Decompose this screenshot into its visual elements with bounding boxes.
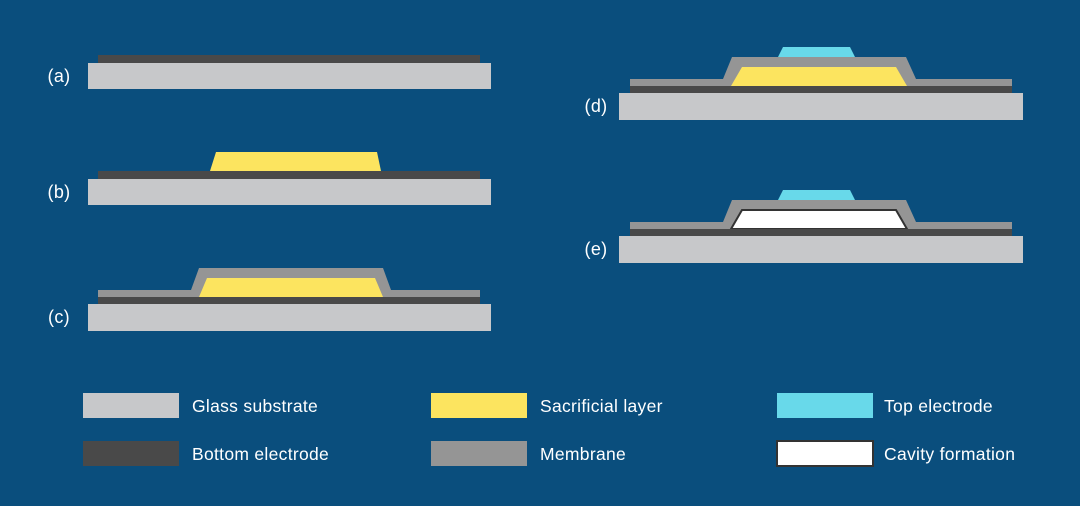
panel-c-label: (c) — [48, 307, 70, 327]
legend-item-bottom-electrode: Bottom electrode — [83, 441, 329, 466]
panel-e-bottom-electrode — [630, 229, 1012, 236]
panel-b: (b) — [48, 152, 491, 205]
panel-e-top-electrode — [778, 190, 855, 200]
panel-a-label: (a) — [48, 66, 71, 86]
legend-swatch-cavity-formation — [776, 440, 874, 467]
panel-d-sacrificial-layer — [731, 67, 907, 86]
legend-item-membrane: Membrane — [431, 441, 626, 466]
legend-item-cavity-formation: Cavity formation — [776, 440, 1015, 467]
panel-a-glass-substrate — [88, 63, 491, 89]
panel-c-sacrificial-layer — [199, 278, 383, 297]
legend: Glass substrate Bottom electrode Sacrifi… — [83, 393, 1015, 467]
panel-d: (d) — [585, 47, 1023, 120]
legend-label-sacrificial-layer: Sacrificial layer — [540, 396, 663, 416]
legend-swatch-membrane — [431, 441, 527, 466]
legend-label-cavity-formation: Cavity formation — [884, 444, 1015, 464]
panel-a-bottom-electrode — [98, 55, 480, 63]
panel-d-glass-substrate — [619, 93, 1023, 120]
panel-d-bottom-electrode — [630, 86, 1012, 93]
legend-swatch-bottom-electrode — [83, 441, 179, 466]
panel-c-bottom-electrode — [98, 297, 480, 304]
legend-swatch-glass-substrate — [83, 393, 179, 418]
panel-c-glass-substrate — [88, 304, 491, 331]
legend-swatch-sacrificial-layer — [431, 393, 527, 418]
legend-label-bottom-electrode: Bottom electrode — [192, 444, 329, 464]
legend-item-glass-substrate: Glass substrate — [83, 393, 318, 418]
legend-label-top-electrode: Top electrode — [884, 396, 993, 416]
legend-item-top-electrode: Top electrode — [777, 393, 993, 418]
panel-e-label: (e) — [585, 239, 608, 259]
panel-b-sacrificial-layer — [210, 152, 381, 171]
panel-e: (e) — [585, 190, 1023, 263]
panel-c: (c) — [48, 268, 491, 331]
legend-label-membrane: Membrane — [540, 444, 626, 464]
panel-b-label: (b) — [48, 182, 71, 202]
legend-item-sacrificial-layer: Sacrificial layer — [431, 393, 663, 418]
panel-a: (a) — [48, 55, 491, 89]
legend-swatch-top-electrode — [777, 393, 873, 418]
panel-b-glass-substrate — [88, 179, 491, 205]
panel-d-label: (d) — [585, 96, 608, 116]
panel-e-cavity — [729, 209, 909, 230]
panel-b-bottom-electrode — [98, 171, 480, 179]
panel-d-top-electrode — [778, 47, 855, 57]
panel-e-glass-substrate — [619, 236, 1023, 263]
legend-label-glass-substrate: Glass substrate — [192, 396, 318, 416]
